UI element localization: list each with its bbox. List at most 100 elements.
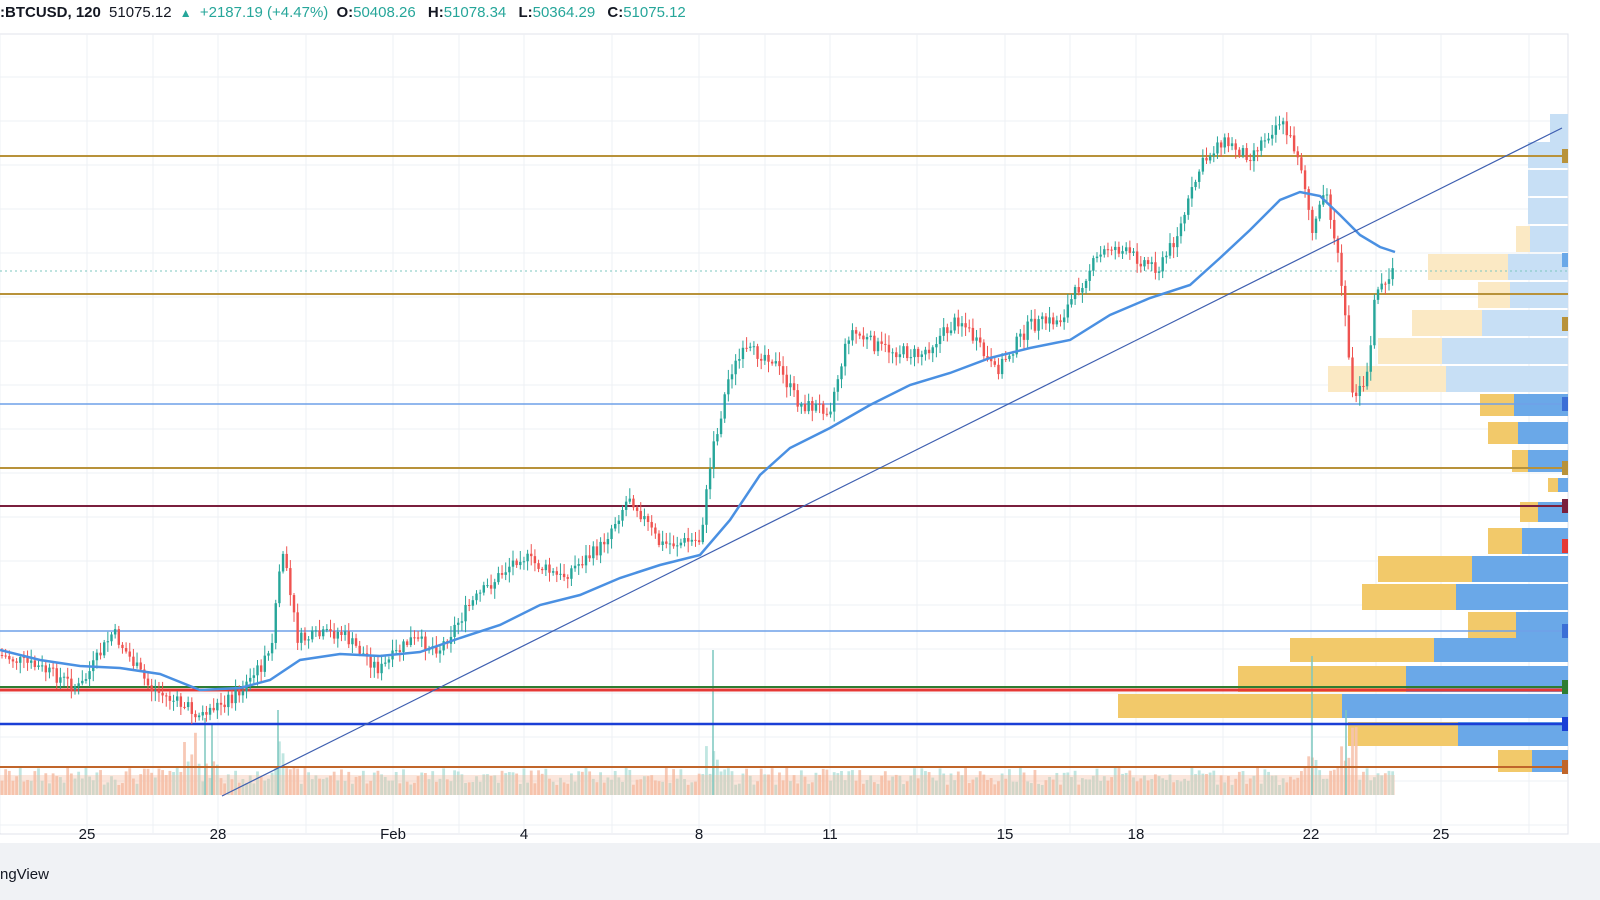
candle-body [584,555,588,566]
volume-bar [803,776,807,795]
candle-body [1245,148,1248,160]
candle-body [708,468,712,490]
candle-body [0,655,4,656]
volume-bar [756,781,759,795]
candle-body [139,662,142,670]
candle-body [8,656,11,660]
low-label: L: [518,4,533,21]
candle-body [851,330,854,341]
volume-bar [1172,782,1176,795]
candle-body [935,344,938,348]
volume-bar [942,773,946,795]
candle-body [635,507,639,511]
volume-bar [1018,767,1022,795]
candle-body [946,327,949,334]
x-tick-label: Feb [380,826,406,843]
price-change: +2187.19 (+4.47%) [199,4,329,21]
volume-profile-bar [1458,722,1568,746]
volume-bar [1223,782,1227,795]
volume-bar [1143,775,1146,795]
volume-bar [621,781,624,795]
candle-body [847,340,850,344]
x-tick-label: 25 [79,826,96,843]
volume-bar [1373,777,1376,795]
candle-body [555,571,558,575]
volume-bar [767,774,770,795]
candle-body [617,520,621,525]
volume-bar [449,781,453,795]
x-axis: 25 28 Feb 4 8 11 15 18 22 25 [79,826,1450,843]
candle-body [292,595,296,613]
volume-bar [591,778,595,795]
volume-profile-bar [1508,254,1568,280]
volume-bar [314,775,318,795]
candle-body [581,564,584,566]
volume-bar [259,777,263,795]
candle-body [573,565,577,569]
volume-bar [270,772,274,795]
candle-body [1373,299,1376,346]
close-label: C: [607,4,624,21]
volume-profile-bar [1482,310,1568,336]
candle-body [402,641,405,653]
volume-bar [511,772,515,795]
candle-body [59,677,62,683]
candle-body [909,357,913,359]
volume-bar [332,771,336,795]
volume-bar [497,782,500,795]
candle-body [873,335,876,352]
volume-bar [150,772,154,795]
volume-bar [540,773,544,795]
candle-body [135,662,139,666]
volume-bar [358,776,362,795]
volume-bar [55,776,59,795]
candle-body [161,692,164,696]
volume-bar [489,775,493,795]
volume-bar [325,777,329,795]
volume-bar [26,779,29,795]
candle-body [216,702,219,711]
volume-bar [1150,779,1154,795]
candle-body [201,712,204,716]
volume-bar [179,771,183,795]
volume-bar [205,763,208,795]
candle-body [1176,236,1179,248]
candle-body [854,330,858,334]
candle-body [818,403,821,405]
level-marker [1562,499,1568,513]
candle-body [307,639,310,641]
volume-bar [1146,780,1150,795]
volume-bar [785,767,789,795]
candle-body [643,516,646,520]
volume-bar [427,779,431,795]
candle-body [1219,142,1223,148]
candle-body [373,661,376,668]
price-chart[interactable]: 25 28 Feb 4 8 11 15 18 22 25 [0,0,1600,843]
candle-body [208,707,212,715]
candle-body [566,577,569,579]
candle-body [497,573,500,583]
volume-bar [635,779,639,795]
symbol-label[interactable]: :BTCUSD, 120 [0,4,101,21]
candle-body [781,366,785,375]
candle-body [920,354,923,357]
candle-body [223,704,226,708]
candle-body [1125,247,1128,252]
volume-bar [814,772,818,795]
candle-body [194,713,197,718]
candle-body [1289,135,1292,137]
volume-bar [1252,775,1256,795]
volume-bar [245,782,248,795]
candle-body [77,683,80,687]
candle-body [1033,318,1037,331]
candle-body [1139,263,1142,267]
volume-profile [1118,114,1568,772]
volume-bar [894,774,898,795]
volume-bar [854,780,858,795]
candle-body [110,634,113,642]
candle-body [205,712,208,715]
volume-bar [51,773,55,795]
volume-profile-bar [1442,338,1568,364]
candle-body [719,418,723,435]
candle-body [369,656,372,668]
